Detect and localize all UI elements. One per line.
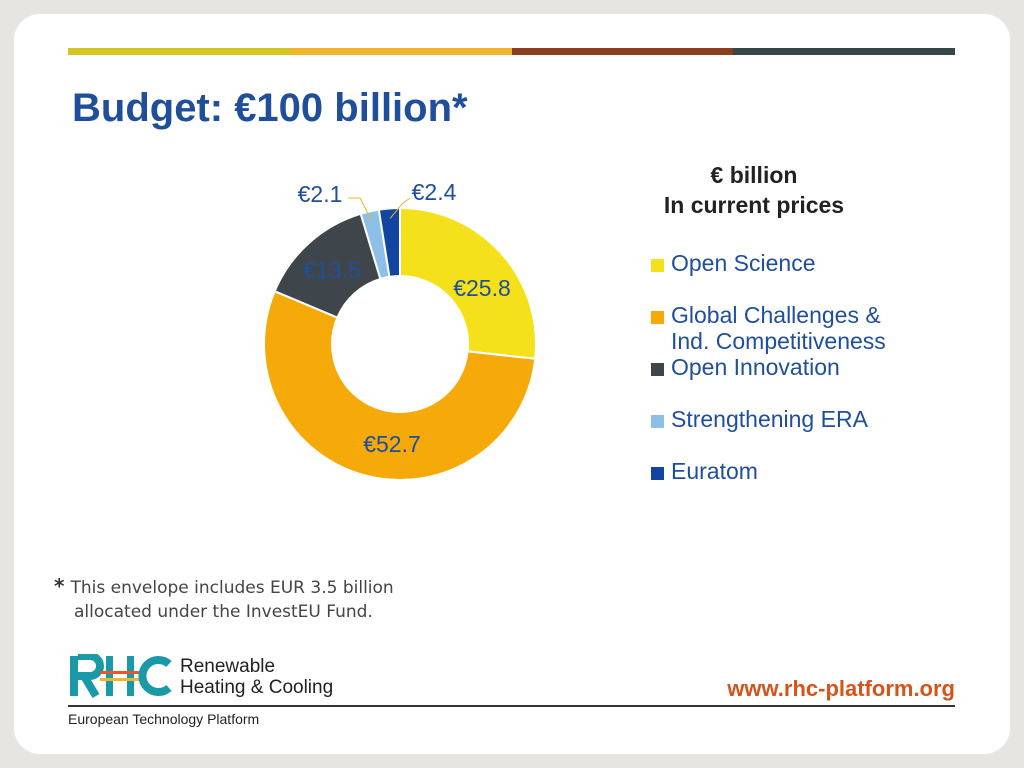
rhc-logo-icon xyxy=(70,654,172,698)
slide: Budget: €100 billion* €25.8 €52.7 €13.5 €2.… xyxy=(14,14,1010,754)
data-label: €52.7 xyxy=(363,431,421,457)
top-bar-segment-4 xyxy=(733,48,955,55)
top-bar-segment-3 xyxy=(511,48,734,55)
unit-label: € billion In current prices xyxy=(634,160,874,220)
footnote: * This envelope includes EUR 3.5 billion … xyxy=(54,574,394,624)
slide-title: Budget: €100 billion* xyxy=(72,86,468,130)
footnote-line-2: allocated under the InvestEU Fund. xyxy=(74,602,373,622)
data-label: €2.4 xyxy=(412,179,457,205)
rhc-logo: Renewable Heating & Cooling xyxy=(68,654,368,704)
legend-label: Strengthening ERA xyxy=(671,406,868,432)
legend-swatch xyxy=(651,259,664,272)
legend-swatch xyxy=(651,363,664,376)
logo-text: Renewable Heating & Cooling xyxy=(180,656,333,698)
logo-line-2: Heating & Cooling xyxy=(180,677,334,698)
legend-swatch xyxy=(651,467,664,480)
legend-swatch xyxy=(651,415,664,428)
footer-divider xyxy=(68,705,955,707)
website-link[interactable]: www.rhc-platform.org xyxy=(727,676,955,701)
donut-slice xyxy=(399,206,537,360)
unit-label-line-2: In current prices xyxy=(663,192,845,218)
footnote-star: * xyxy=(54,574,65,598)
donut-chart: €25.8 €52.7 €13.5 €2.1 €2.4 xyxy=(263,179,537,481)
data-label: €2.1 xyxy=(298,181,343,207)
footnote-line-1: This envelope includes EUR 3.5 billion xyxy=(70,578,394,598)
legend-label: Open Science xyxy=(671,250,816,276)
legend-label: Open Innovation xyxy=(671,354,840,380)
top-color-bar xyxy=(68,48,955,55)
legend-label: Global Challenges & Ind. Competitiveness xyxy=(671,302,886,354)
logo-line-1: Renewable xyxy=(180,656,276,677)
data-label: €25.8 xyxy=(453,275,511,301)
donut-slice xyxy=(377,206,401,278)
donut-slice xyxy=(263,289,537,481)
top-bar-segment-2 xyxy=(289,48,512,55)
leader-line xyxy=(348,197,373,222)
legend-swatch xyxy=(651,311,664,324)
unit-label-line-1: € billion xyxy=(710,162,798,188)
leader-line xyxy=(389,197,411,219)
data-label: €13.5 xyxy=(303,257,361,283)
legend-label: Euratom xyxy=(671,458,758,484)
top-bar-segment-1 xyxy=(68,48,290,55)
footer-subtitle: European Technology Platform xyxy=(68,711,260,727)
